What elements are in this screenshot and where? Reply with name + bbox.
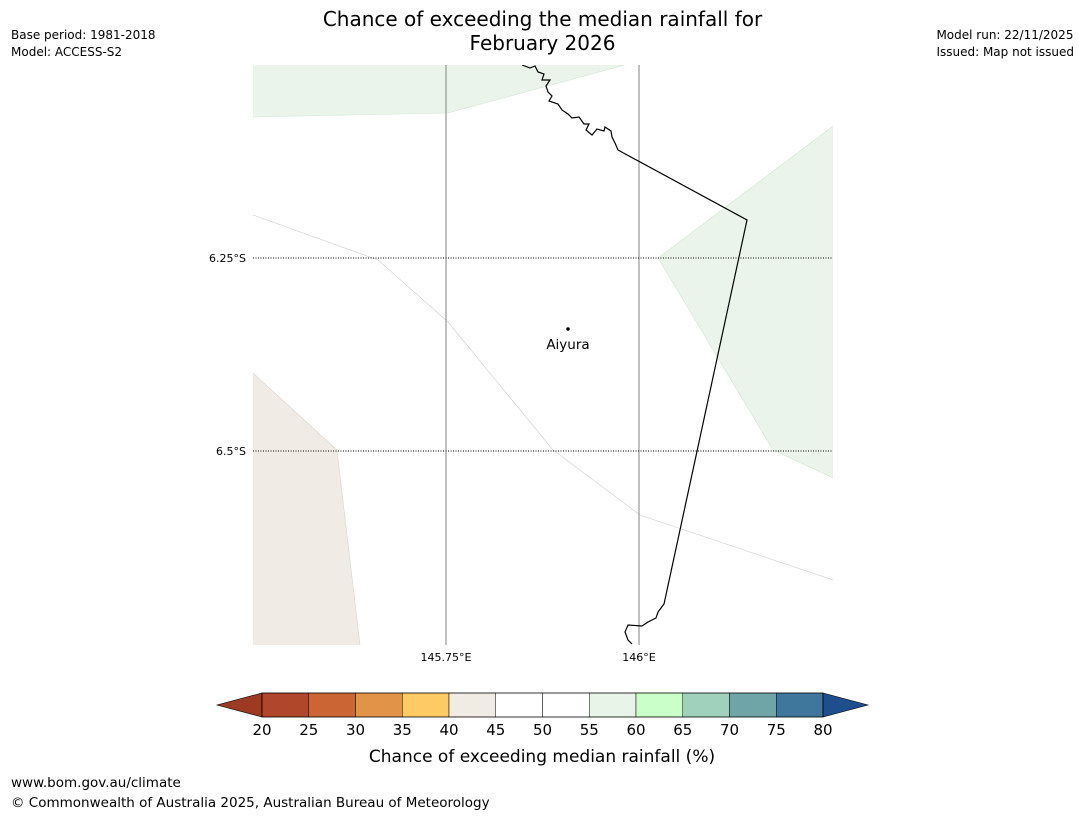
colorbar-over-arrow	[822, 692, 870, 718]
model-run-text: Model run: 22/11/2025	[936, 28, 1074, 42]
colorbar-segment-25-30	[308, 692, 356, 718]
aiyura-label: Aiyura	[546, 337, 589, 353]
colorbar-frame	[261, 692, 824, 718]
colorbar-tick-label: 70	[720, 721, 739, 739]
probability-zone-55-60-east	[658, 126, 833, 478]
lon-label-146: 146°E	[622, 651, 655, 664]
colorbar-segment-70-75	[729, 692, 777, 718]
probability-zone-55-60-north	[253, 65, 625, 117]
colorbar-segment-20-25	[261, 692, 309, 718]
colorbar-tick-label: 30	[346, 721, 365, 739]
metadata-right: Model run: 22/11/2025 Issued: Map not is…	[936, 27, 1074, 61]
colorbar-tick-label: 35	[393, 721, 412, 739]
colorbar-segment-65-70	[682, 692, 730, 718]
colorbar-label: Chance of exceeding median rainfall (%)	[369, 747, 715, 767]
aiyura-point	[566, 327, 570, 331]
map-title-line-1: Chance of exceeding the median rainfall …	[322, 7, 763, 31]
metadata-left: Base period: 1981-2018 Model: ACCESS-S2	[11, 27, 156, 61]
model-text: Model: ACCESS-S2	[11, 45, 123, 59]
map: Aiyura 6.25°S 6.5°S 145.75°E 146°E	[209, 65, 833, 664]
colorbar-segment-50-55	[542, 692, 590, 718]
probability-zone-40-45-southwest	[253, 373, 360, 645]
border-line	[521, 65, 748, 645]
footer-url[interactable]: www.bom.gov.au/climate	[11, 775, 181, 791]
colorbar-tick-label: 20	[252, 721, 271, 739]
colorbar-segment-40-45	[448, 692, 496, 718]
zone-edge-north	[253, 65, 626, 118]
zone-edge-east	[657, 125, 833, 479]
colorbar-tick-label: 55	[580, 721, 599, 739]
colorbar-tick-label: 80	[813, 721, 832, 739]
colorbar-tick-label: 25	[299, 721, 318, 739]
colorbar-segment-55-60	[589, 692, 637, 718]
region-boundary	[253, 214, 833, 581]
colorbar-segment-60-65	[635, 692, 683, 718]
lat-label-6-25: 6.25°S	[209, 252, 246, 265]
colorbar-segment-35-40	[402, 692, 450, 718]
issued-text: Issued: Map not issued	[936, 45, 1074, 59]
map-title: Chance of exceeding the median rainfall …	[0, 7, 1085, 55]
colorbar-segment-75-80	[776, 692, 824, 718]
footer-copyright: © Commonwealth of Australia 2025, Austra…	[11, 795, 490, 811]
colorbar-tick-label: 45	[486, 721, 505, 739]
lon-label-145-75: 145.75°E	[421, 651, 472, 664]
base-period-text: Base period: 1981-2018	[11, 28, 156, 42]
colorbar-under-arrow	[215, 692, 263, 718]
zone-edge-southwest	[253, 372, 361, 645]
colorbar-tick-label: 65	[673, 721, 692, 739]
colorbar-segment-30-35	[355, 692, 403, 718]
colorbar-tick-label: 75	[767, 721, 786, 739]
colorbar: 20 25 30 35 40 45 50 55 60 65 70 75 80 Chance of exc…	[215, 692, 870, 767]
colorbar-tick-label: 40	[439, 721, 458, 739]
colorbar-segment-45-50	[495, 692, 543, 718]
colorbar-tick-label: 60	[626, 721, 645, 739]
map-title-line-2: February 2026	[469, 31, 616, 55]
lat-label-6-5: 6.5°S	[216, 445, 246, 458]
colorbar-tick-label: 50	[533, 721, 552, 739]
